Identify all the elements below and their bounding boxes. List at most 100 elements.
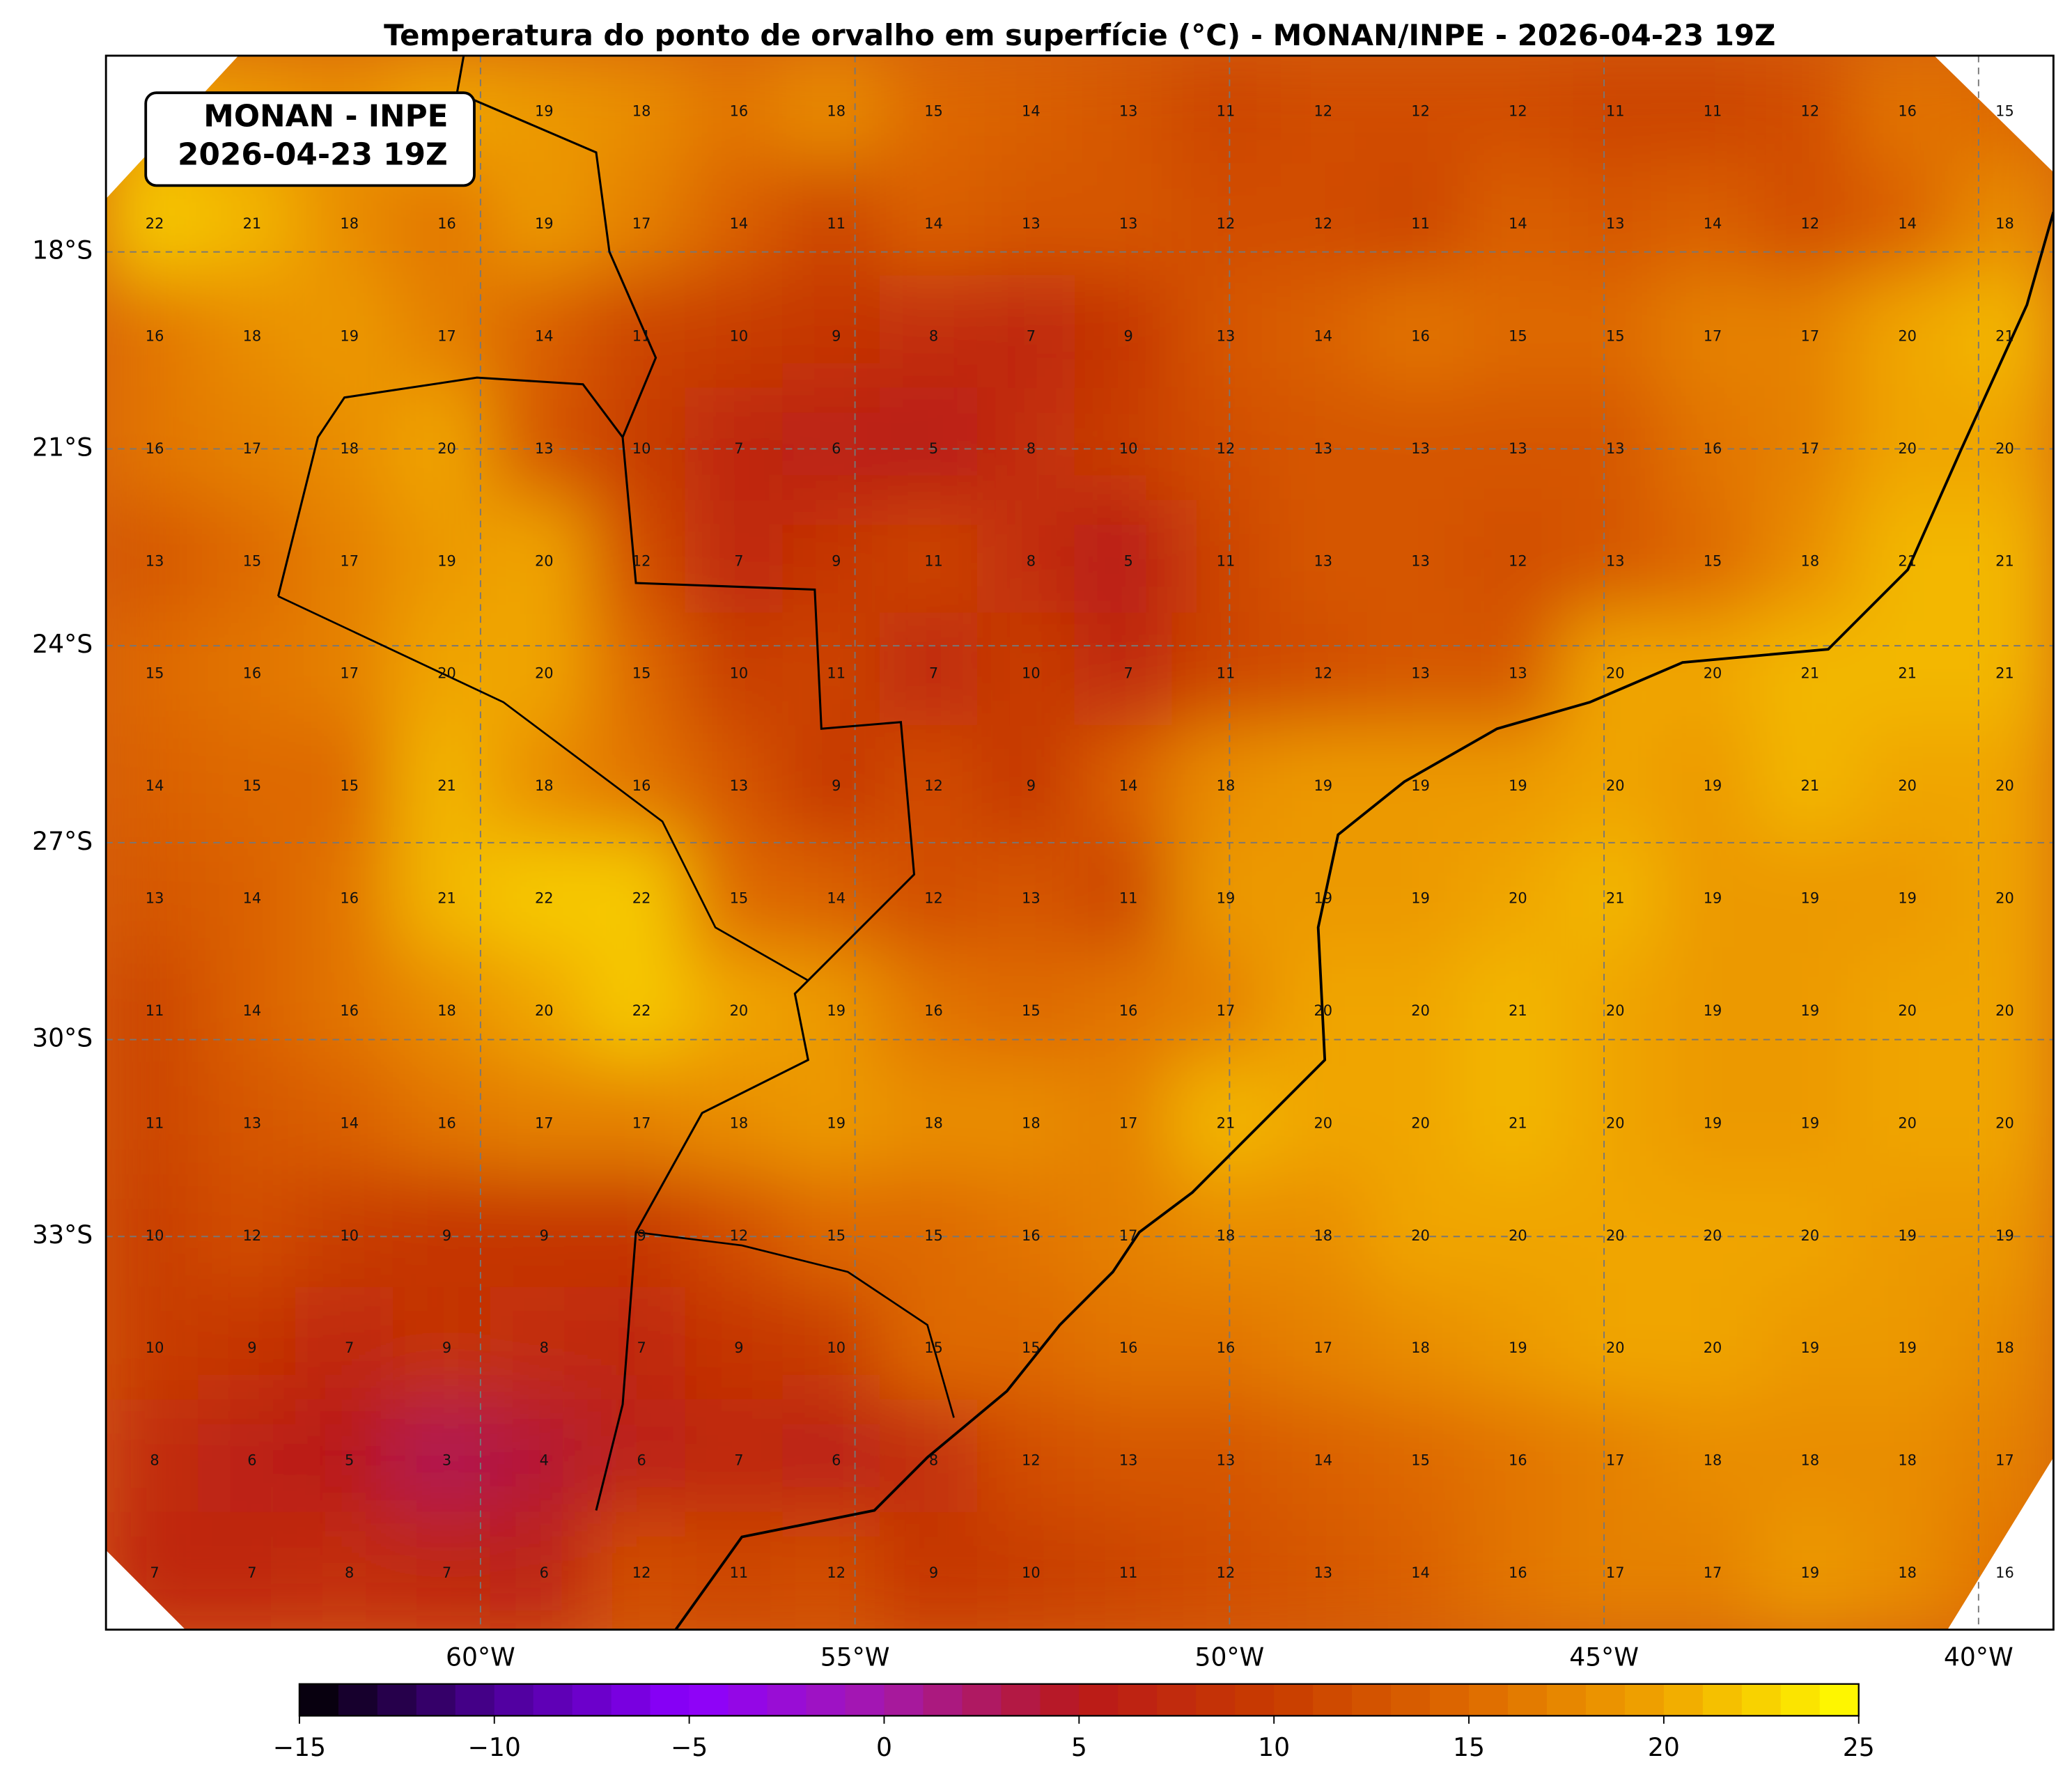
field-cell — [106, 949, 209, 1073]
field-cell — [587, 1399, 696, 1523]
field-value: 14 — [1898, 215, 1917, 232]
field-cell — [198, 275, 306, 398]
colorbar-step — [1352, 1683, 1392, 1716]
field-value: 8 — [540, 1339, 549, 1356]
field-value: 16 — [146, 327, 164, 344]
field-value: 18 — [1217, 1227, 1236, 1244]
field-value: 15 — [632, 665, 651, 682]
field-cell — [198, 837, 306, 961]
colorbar-step — [728, 1683, 768, 1716]
field-value: 11 — [924, 552, 943, 569]
colorbar-tick-label: −15 — [273, 1732, 326, 1762]
field-value: 7 — [442, 1564, 451, 1581]
field-cell — [1561, 1286, 1669, 1410]
field-cell — [1463, 949, 1572, 1073]
field-value: 6 — [637, 1452, 646, 1469]
field-cell — [198, 1399, 306, 1523]
field-value: 15 — [1411, 1452, 1430, 1469]
field-value: 17 — [1217, 1002, 1236, 1019]
field-value: 17 — [437, 327, 456, 344]
field-cell — [1366, 724, 1475, 848]
field-cell — [1853, 55, 1962, 173]
field-cell — [106, 1062, 209, 1185]
field-value: 12 — [1217, 1564, 1236, 1581]
colorbar-step — [533, 1683, 573, 1716]
field-cell — [1463, 162, 1572, 286]
field-value: 19 — [1314, 777, 1332, 794]
field-value: 7 — [1027, 327, 1036, 344]
field-cell — [1074, 837, 1183, 961]
field-value: 13 — [1022, 890, 1041, 907]
field-cell — [685, 1286, 793, 1410]
colorbar-step — [1001, 1683, 1041, 1716]
field-value: 14 — [1704, 215, 1722, 232]
field-value: 20 — [1898, 1114, 1917, 1131]
field-cell — [1269, 724, 1378, 848]
field-cell — [587, 55, 696, 173]
colorbar-step — [845, 1683, 885, 1716]
field-value: 17 — [1606, 1452, 1625, 1469]
field-value: 19 — [1801, 1564, 1820, 1581]
field-value: 19 — [535, 215, 554, 232]
field-value: 19 — [1995, 1227, 2014, 1244]
field-cell — [392, 724, 501, 848]
field-cell — [880, 949, 988, 1073]
field-value: 11 — [1411, 215, 1430, 232]
field-value: 21 — [1509, 1002, 1527, 1019]
lon-tick-label: 55°W — [820, 1642, 890, 1672]
field-value: 18 — [1022, 1114, 1041, 1131]
field-cell — [685, 612, 793, 736]
field-cell — [295, 724, 404, 848]
field-cell — [1463, 1062, 1572, 1185]
field-value: 17 — [1119, 1227, 1138, 1244]
field-value: 16 — [243, 665, 262, 682]
field-cell — [1366, 612, 1475, 736]
field-cell — [782, 724, 891, 848]
field-cell — [685, 1399, 793, 1523]
field-value: 19 — [1509, 777, 1527, 794]
field-cell — [1561, 1174, 1669, 1298]
field-cell — [976, 162, 1085, 286]
field-value: 19 — [1801, 1002, 1820, 1019]
field-value: 22 — [535, 890, 554, 907]
field-cell — [976, 1062, 1085, 1185]
field-value: 16 — [1898, 103, 1917, 120]
field-cell — [1074, 1174, 1183, 1298]
field-cell — [587, 275, 696, 398]
field-cell — [1269, 55, 1378, 173]
field-cell — [392, 837, 501, 961]
field-value: 12 — [1217, 440, 1236, 457]
field-cell — [1561, 1511, 1669, 1630]
field-value: 18 — [1217, 777, 1236, 794]
colorbar-step — [1235, 1683, 1275, 1716]
field-cell — [1074, 612, 1183, 736]
field-cell — [587, 837, 696, 961]
field-cell — [1756, 499, 1864, 623]
lon-tick-label: 45°W — [1569, 1642, 1639, 1672]
field-cell — [1658, 1286, 1767, 1410]
field-value: 16 — [1119, 1002, 1138, 1019]
field-value: 12 — [1314, 665, 1332, 682]
field-value: 15 — [243, 777, 262, 794]
field-value: 11 — [146, 1114, 164, 1131]
field-cell — [1171, 387, 1280, 511]
field-cell — [1756, 1399, 1864, 1523]
field-cell — [1756, 387, 1864, 511]
field-cell — [490, 162, 598, 286]
field-cell — [1756, 1174, 1864, 1298]
field-value: 20 — [1995, 1114, 2014, 1131]
field-value: 20 — [535, 552, 554, 569]
field-value: 17 — [1119, 1114, 1138, 1131]
field-cell — [198, 1062, 306, 1185]
field-cell — [295, 1286, 404, 1410]
field-value: 20 — [1898, 440, 1917, 457]
field-value: 21 — [1898, 665, 1917, 682]
field-value: 15 — [243, 552, 262, 569]
field-value: 12 — [924, 890, 943, 907]
field-cell — [1171, 837, 1280, 961]
field-cell — [1463, 612, 1572, 736]
field-cell — [1366, 837, 1475, 961]
field-value: 13 — [1411, 552, 1430, 569]
field-value: 21 — [1801, 665, 1820, 682]
field-cell — [1853, 162, 1962, 286]
